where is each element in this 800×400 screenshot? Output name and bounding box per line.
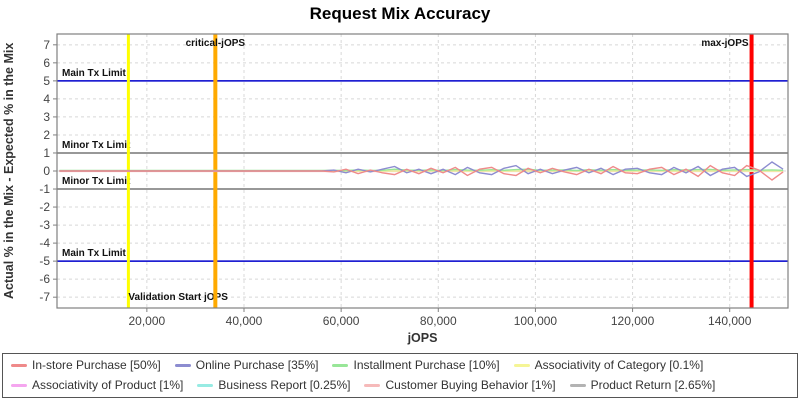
legend-swatch-icon — [513, 363, 530, 367]
y-axis-label: Actual % in the Mix - Expected % in the … — [2, 42, 16, 300]
legend-swatch-icon — [174, 363, 191, 367]
legend-item-business-report: Business Report [0.25%] — [197, 378, 350, 392]
x-tick-label: 120,000 — [611, 314, 655, 328]
y-tick-label: 2 — [43, 128, 50, 142]
y-tick-label: 1 — [43, 146, 50, 160]
legend-label: Business Report [0.25%] — [218, 378, 351, 392]
y-tick-label: -6 — [39, 272, 50, 286]
y-tick-label: -1 — [39, 182, 50, 196]
legend-item-associativity-of-category: Associativity of Category [0.1%] — [513, 358, 704, 372]
legend-label: In-store Purchase [50%] — [32, 358, 161, 372]
legend-swatch-icon — [197, 383, 214, 387]
y-tick-label: -4 — [39, 236, 50, 250]
y-tick-label: 3 — [43, 110, 50, 124]
legend-swatch-icon — [11, 383, 27, 387]
y-tick-label: -7 — [39, 290, 50, 304]
legend-item-associativity-of-product: Associativity of Product [1%] — [11, 378, 183, 392]
legend-label: Associativity of Category [0.1%] — [534, 358, 704, 372]
legend-item-installment-purchase: Installment Purchase [10%] — [332, 358, 500, 372]
y-tick-label: 6 — [43, 56, 50, 70]
legend-item-product-return: Product Return [2.65%] — [569, 378, 716, 392]
event-line-label: critical-jOPS — [186, 38, 246, 49]
chart-title: Request Mix Accuracy — [309, 4, 491, 23]
limit-line-label: Main Tx Limit — [62, 68, 127, 79]
x-tick-label: 80,000 — [420, 314, 457, 328]
legend-label: Product Return [2.65%] — [590, 378, 716, 392]
legend-swatch-icon — [332, 363, 349, 367]
event-line-label: max-jOPS — [701, 38, 749, 49]
limit-line-label: Minor Tx Limit — [62, 140, 131, 151]
x-axis-label: jOPS — [407, 331, 438, 345]
chart-plot-area: Main Tx Limit Minor Tx Limit Minor Tx Limi… — [39, 33, 789, 328]
legend-item-customer-buying-behavior: Customer Buying Behavior [1%] — [364, 378, 556, 392]
limit-line-label: Main Tx Limit — [62, 248, 127, 259]
legend-label: Customer Buying Behavior [1%] — [385, 378, 556, 392]
y-tick-label: -3 — [39, 218, 50, 232]
legend-row: Associativity of Product [1%] Business Re… — [3, 375, 797, 395]
series-line-in-store-purchase — [59, 164, 784, 181]
x-tick-label: 140,000 — [708, 314, 752, 328]
x-tick-label: 40,000 — [226, 314, 263, 328]
event-line-label: Validation Start jOPS — [128, 292, 228, 303]
legend-swatch-icon — [364, 383, 381, 387]
legend-swatch-icon — [11, 363, 27, 367]
y-tick-label: 0 — [43, 164, 50, 178]
y-tick-label: 5 — [43, 74, 50, 88]
legend-label: Installment Purchase [10%] — [353, 358, 500, 372]
legend-row: In-store Purchase [50%] Online Purchase [… — [3, 355, 797, 375]
legend-item-online-purchase: Online Purchase [35%] — [174, 358, 319, 372]
x-tick-label: 60,000 — [323, 314, 360, 328]
y-tick-label: -5 — [39, 254, 50, 268]
y-tick-label: 4 — [43, 92, 50, 106]
legend-item-in-store-purchase: In-store Purchase [50%] — [11, 358, 161, 372]
legend-label: Online Purchase [35%] — [195, 358, 319, 372]
legend-label: Associativity of Product [1%] — [32, 378, 184, 392]
chart-legend: In-store Purchase [50%] Online Purchase [… — [2, 353, 798, 398]
limit-line-label: Minor Tx Limit — [62, 176, 131, 187]
y-tick-label: 7 — [43, 38, 50, 52]
x-tick-label: 100,000 — [514, 314, 558, 328]
x-tick-label: 20,000 — [129, 314, 166, 328]
y-tick-label: -2 — [39, 200, 50, 214]
legend-swatch-icon — [569, 383, 586, 387]
